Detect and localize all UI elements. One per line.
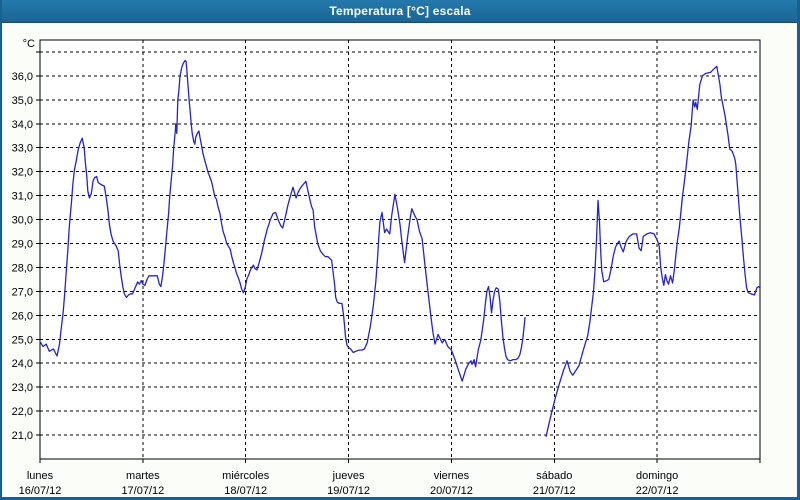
x-gridlines (39, 40, 761, 463)
day-date-label: 18/07/12 (224, 485, 267, 497)
y-tick-label: 35,0 (12, 95, 33, 107)
y-axis-unit-label: °C (23, 38, 35, 50)
y-tick-label: 27,0 (12, 286, 33, 298)
y-tick-label: 22,0 (12, 406, 33, 418)
y-tick-label: 30,0 (12, 215, 33, 227)
y-tick-label: 28,0 (12, 262, 33, 274)
day-date-label: 19/07/12 (327, 485, 370, 497)
day-name-label: miércoles (222, 470, 270, 482)
day-name-label: viernes (434, 470, 470, 482)
plot-area (39, 39, 761, 460)
day-date-label: 20/07/12 (430, 485, 473, 497)
y-tick-labels: 36,0 35,0 34,0 33,0 32,0 31,0 30,0 29,0 28,0 27,0… (12, 71, 33, 442)
day-name-label: jueves (332, 470, 365, 482)
day-name-label: martes (126, 470, 160, 482)
day-date-label: 21/07/12 (533, 485, 576, 497)
temperature-line-segment (39, 59, 526, 382)
day-labels: lunes 16/07/12 martes 17/07/12 miércoles 18/0… (19, 470, 679, 497)
day-date-label: 22/07/12 (636, 485, 679, 497)
y-tick-label: 34,0 (12, 119, 33, 131)
window-title-bar: Temperatura [°C] escala (2, 0, 797, 23)
y-tick-label: 26,0 (12, 310, 33, 322)
y-tick-label: 25,0 (12, 334, 33, 346)
y-tick-label: 23,0 (12, 382, 33, 394)
y-tick-label: 21,0 (12, 430, 33, 442)
y-tick-label: 32,0 (12, 167, 33, 179)
temperature-line-segment (545, 65, 761, 437)
day-date-label: 17/07/12 (121, 485, 164, 497)
y-tick-label: 24,0 (12, 358, 33, 370)
day-name-label: sábado (536, 470, 572, 482)
y-tick-label: 33,0 (12, 143, 33, 155)
y-tick-label: 31,0 (12, 191, 33, 203)
y-tick-label: 36,0 (12, 71, 33, 83)
y-tick-label: 29,0 (12, 239, 33, 251)
y-gridlines (36, 51, 760, 436)
day-date-label: 16/07/12 (19, 485, 62, 497)
window-title: Temperatura [°C] escala (329, 4, 471, 18)
day-name-label: lunes (27, 470, 54, 482)
day-name-label: domingo (636, 470, 678, 482)
